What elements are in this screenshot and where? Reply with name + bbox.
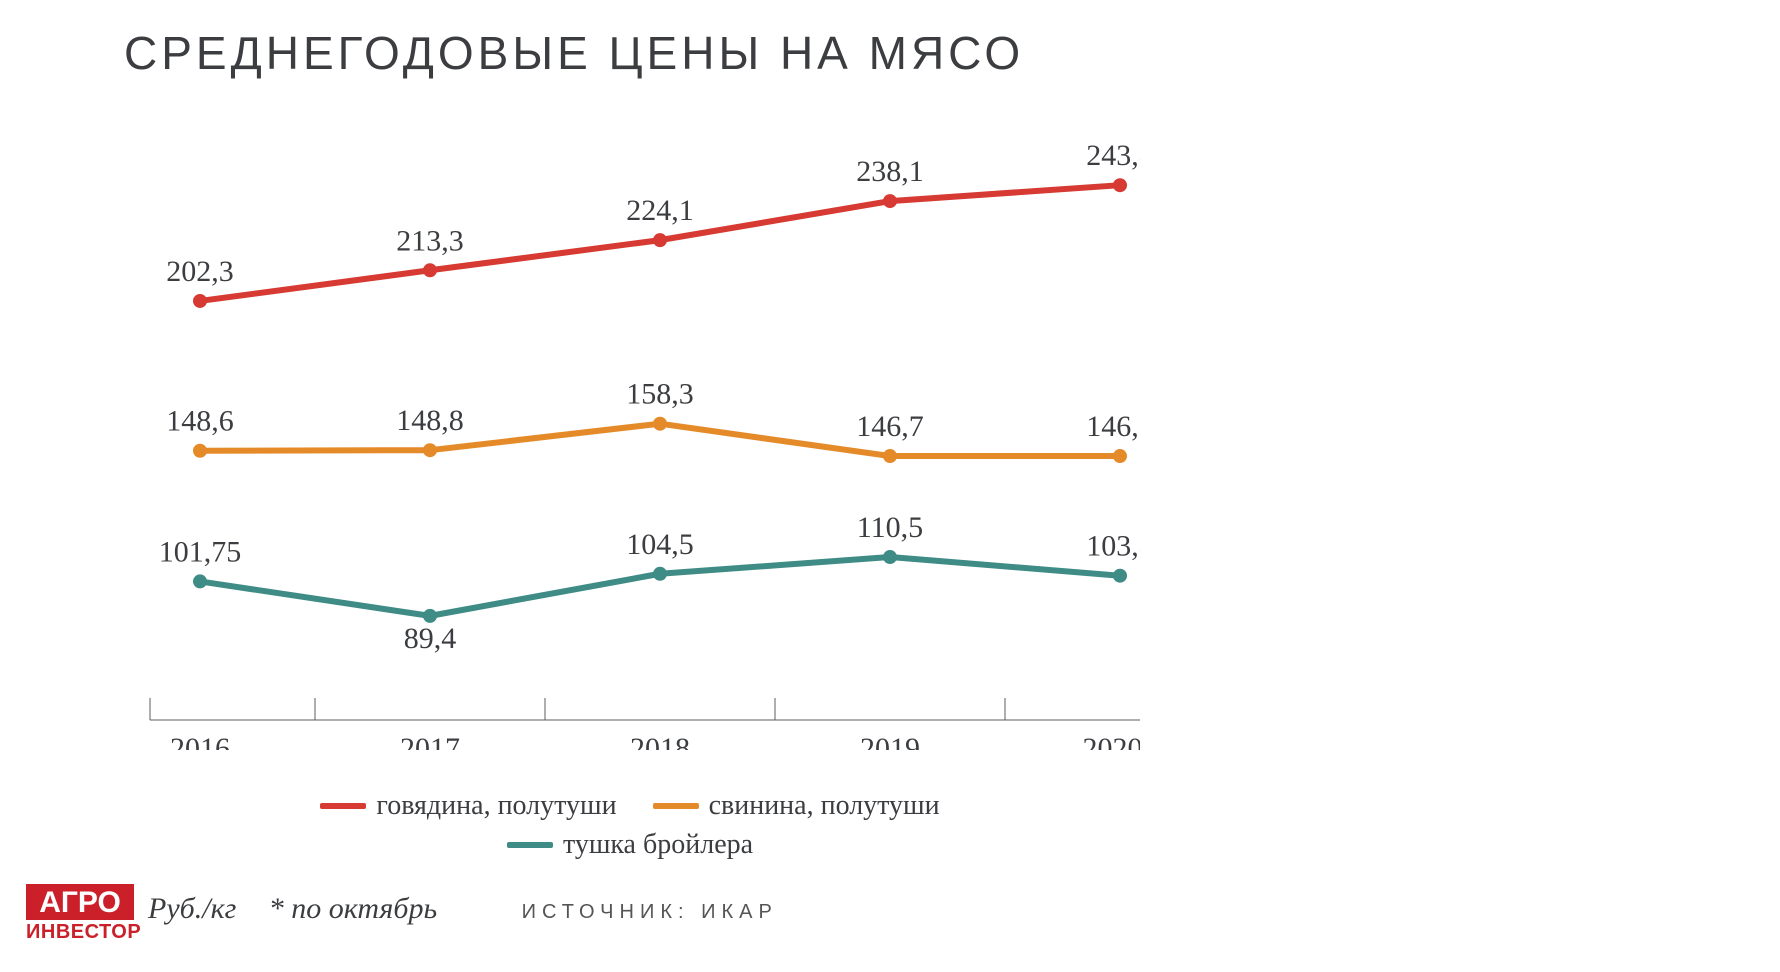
x-axis-label: 2019: [860, 732, 920, 750]
series-marker-broiler: [423, 609, 437, 623]
legend-swatch: [507, 842, 553, 848]
series-marker-broiler: [1113, 569, 1127, 583]
data-label-pork: 158,3: [626, 378, 694, 411]
series-marker-broiler: [193, 574, 207, 588]
unit-label: Руб./кг: [148, 892, 236, 925]
legend-item-broiler: тушка бройлера: [507, 829, 753, 861]
series-marker-beef: [423, 263, 437, 277]
data-label-pork: 148,6: [166, 405, 234, 438]
data-label-beef: 238,1: [856, 155, 924, 188]
data-label-beef: 243,8: [1086, 139, 1140, 172]
data-label-broiler: 101,75: [159, 535, 242, 568]
legend-item-beef: говядина, полутуши: [320, 790, 616, 822]
series-marker-beef: [653, 233, 667, 247]
series-line-broiler: [200, 557, 1120, 616]
logo-line1: АГРО: [26, 884, 134, 920]
series-marker-pork: [883, 449, 897, 463]
chart-page: СРЕДНЕГОДОВЫЕ ЦЕНЫ НА МЯСО 2016201720182…: [0, 0, 1780, 972]
legend-label: говядина, полутуши: [376, 790, 616, 822]
chart-legend: говядина, полутуши свинина, полутуши тушка…: [130, 788, 1130, 861]
chart-footer: Руб./кг * по октябрь ИСТОЧНИК: ИКАР: [148, 892, 1760, 962]
x-axis-label: 2020*: [1083, 732, 1141, 750]
x-axis-label: 2018: [630, 732, 690, 750]
series-marker-pork: [1113, 449, 1127, 463]
data-label-broiler: 110,5: [857, 511, 923, 544]
data-label-beef: 213,3: [396, 224, 464, 257]
legend-swatch: [320, 803, 366, 809]
data-label-beef: 202,3: [166, 255, 234, 288]
source-label: ИСТОЧНИК: ИКАР: [522, 901, 778, 923]
x-axis-label: 2017: [400, 732, 460, 750]
series-marker-broiler: [653, 567, 667, 581]
data-label-broiler: 104,5: [626, 528, 694, 561]
legend-label: свинина, полутуши: [709, 790, 940, 822]
series-marker-pork: [653, 417, 667, 431]
series-marker-beef: [1113, 178, 1127, 192]
publisher-logo: АГРО ИНВЕСТОР: [26, 884, 134, 942]
line-chart: 2016 2017 2018 2019 2020* 202,3 213,3 224,1 238,…: [120, 110, 1140, 750]
series-marker-broiler: [883, 550, 897, 564]
legend-label: тушка бройлера: [563, 829, 753, 861]
data-label-beef: 224,1: [626, 194, 694, 227]
legend-swatch: [653, 803, 699, 809]
series-marker-pork: [423, 443, 437, 457]
chart-title: СРЕДНЕГОДОВЫЕ ЦЕНЫ НА МЯСО: [124, 26, 1024, 80]
x-axis-label: 2016: [170, 732, 230, 750]
legend-item-pork: свинина, полутуши: [653, 790, 940, 822]
data-label-broiler: 89,4: [404, 622, 457, 655]
series-marker-pork: [193, 444, 207, 458]
series-marker-beef: [193, 294, 207, 308]
data-label-pork: 146,7: [1086, 410, 1140, 443]
data-label-pork: 148,8: [396, 404, 464, 437]
data-label-pork: 146,7: [856, 410, 924, 443]
logo-line2: ИНВЕСТОР: [26, 920, 134, 942]
footnote: * по октябрь: [269, 892, 437, 925]
data-label-broiler: 103,8: [1086, 530, 1140, 563]
series-marker-beef: [883, 194, 897, 208]
